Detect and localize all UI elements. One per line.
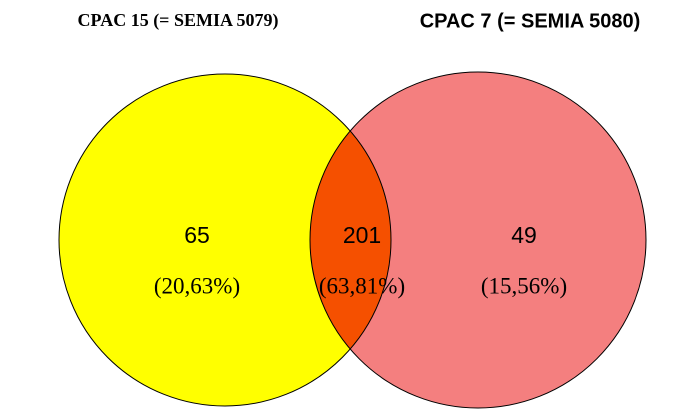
region-count: 65	[184, 222, 210, 248]
set-circle	[310, 72, 646, 408]
circle-outline	[309, 71, 647, 409]
region-percent: (15,56%)	[481, 273, 567, 298]
region-percent: (20,63%)	[154, 273, 240, 298]
set-circle	[59, 74, 391, 406]
region-count: 49	[511, 222, 537, 248]
circle-outline	[58, 73, 392, 407]
region-count: 201	[343, 222, 381, 248]
set-title: CPAC 7 (= SEMIA 5080)	[420, 10, 641, 32]
region-percent: (63,81%)	[319, 273, 405, 298]
set-title: CPAC 15 (= SEMIA 5079)	[78, 10, 279, 31]
